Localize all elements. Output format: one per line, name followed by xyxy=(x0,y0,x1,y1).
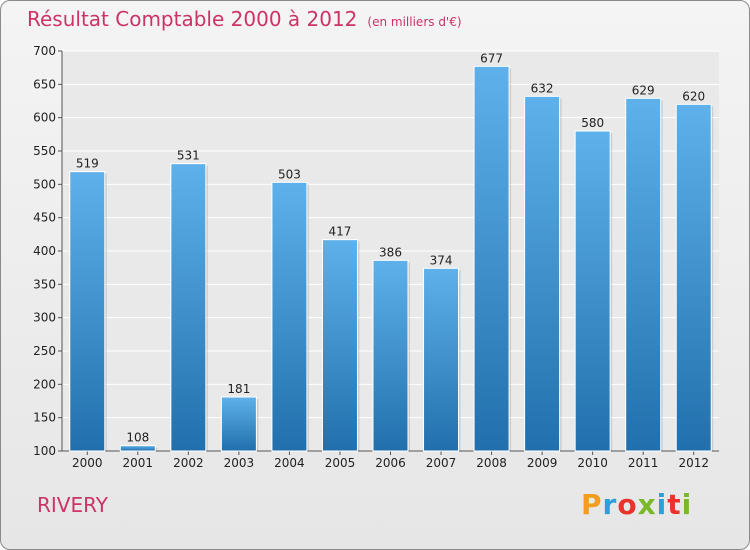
x-tick-label: 2002 xyxy=(173,456,204,470)
y-tick-label: 250 xyxy=(33,344,56,358)
x-tick-label: 2011 xyxy=(628,456,659,470)
unit-label: (en milliers d'€) xyxy=(367,15,462,29)
y-tick-label: 500 xyxy=(33,177,56,191)
y-tick-label: 350 xyxy=(33,277,56,291)
y-tick-label: 600 xyxy=(33,111,56,125)
bar-2003 xyxy=(220,396,257,452)
y-tick-label: 400 xyxy=(33,244,56,258)
x-tick-label: 2004 xyxy=(274,456,305,470)
logo-letter: i xyxy=(681,488,693,521)
bar-2005 xyxy=(321,239,358,452)
logo-letter: x xyxy=(637,488,657,521)
x-tick-label: 2000 xyxy=(72,456,103,470)
bar-2007 xyxy=(423,267,460,452)
y-tick-label: 150 xyxy=(33,411,56,425)
proxiti-logo: Proxiti xyxy=(581,488,692,521)
x-tick-label: 2007 xyxy=(426,456,457,470)
y-tick-label: 450 xyxy=(33,211,56,225)
place-name: RIVERY xyxy=(37,493,108,517)
value-label: 629 xyxy=(632,83,655,97)
y-tick-label: 550 xyxy=(33,144,56,158)
y-tick-label: 100 xyxy=(33,444,56,458)
bar-2008 xyxy=(473,65,510,452)
value-label: 632 xyxy=(531,81,554,95)
logo-letter: P xyxy=(581,488,603,521)
value-label: 580 xyxy=(581,116,604,130)
bars xyxy=(69,65,714,452)
value-label: 531 xyxy=(177,149,200,163)
bar-2002 xyxy=(170,163,207,452)
x-tick-label: 2009 xyxy=(527,456,558,470)
data-labels: 519 108 531 181 503 417 386 374 677 632 580 629 620 xyxy=(76,51,705,444)
title-text: Résultat Comptable 2000 à 2012 xyxy=(27,7,358,31)
axes: 100 150 200 250 300 350 400 450 500 550 600 650 700 2… xyxy=(33,44,719,470)
logo-letter: t xyxy=(667,488,682,521)
value-label: 181 xyxy=(227,382,250,396)
y-tick-label: 650 xyxy=(33,77,56,91)
y-tick-label: 700 xyxy=(33,44,56,58)
y-tick-label: 300 xyxy=(33,311,56,325)
value-label: 519 xyxy=(76,157,99,171)
chart-title: Résultat Comptable 2000 à 2012 (en millie… xyxy=(27,7,462,31)
value-label: 677 xyxy=(480,51,503,65)
logo-letter: o xyxy=(617,488,638,521)
x-tick-label: 2005 xyxy=(325,456,356,470)
logo-letter: i xyxy=(656,488,668,521)
bar-2009 xyxy=(524,95,561,452)
value-label: 108 xyxy=(126,431,149,445)
x-tick-label: 2003 xyxy=(224,456,255,470)
x-tick-label: 2006 xyxy=(375,456,406,470)
x-tick-label: 2010 xyxy=(577,456,608,470)
bar-2001 xyxy=(119,445,156,452)
value-label: 386 xyxy=(379,245,402,259)
bar-2000 xyxy=(69,171,106,452)
value-label: 503 xyxy=(278,167,301,181)
bar-2012 xyxy=(675,103,712,452)
value-label: 417 xyxy=(329,225,352,239)
y-tick-label: 200 xyxy=(33,377,56,391)
bar-2004 xyxy=(271,181,308,452)
value-label: 374 xyxy=(430,253,453,267)
bar-2011 xyxy=(625,97,662,452)
x-tick-label: 2012 xyxy=(678,456,709,470)
x-tick-label: 2008 xyxy=(476,456,507,470)
value-label: 620 xyxy=(682,89,705,103)
x-tick-label: 2001 xyxy=(123,456,154,470)
logo-letter: r xyxy=(602,488,618,521)
bar-2010 xyxy=(574,130,611,452)
bar-2006 xyxy=(372,259,409,452)
